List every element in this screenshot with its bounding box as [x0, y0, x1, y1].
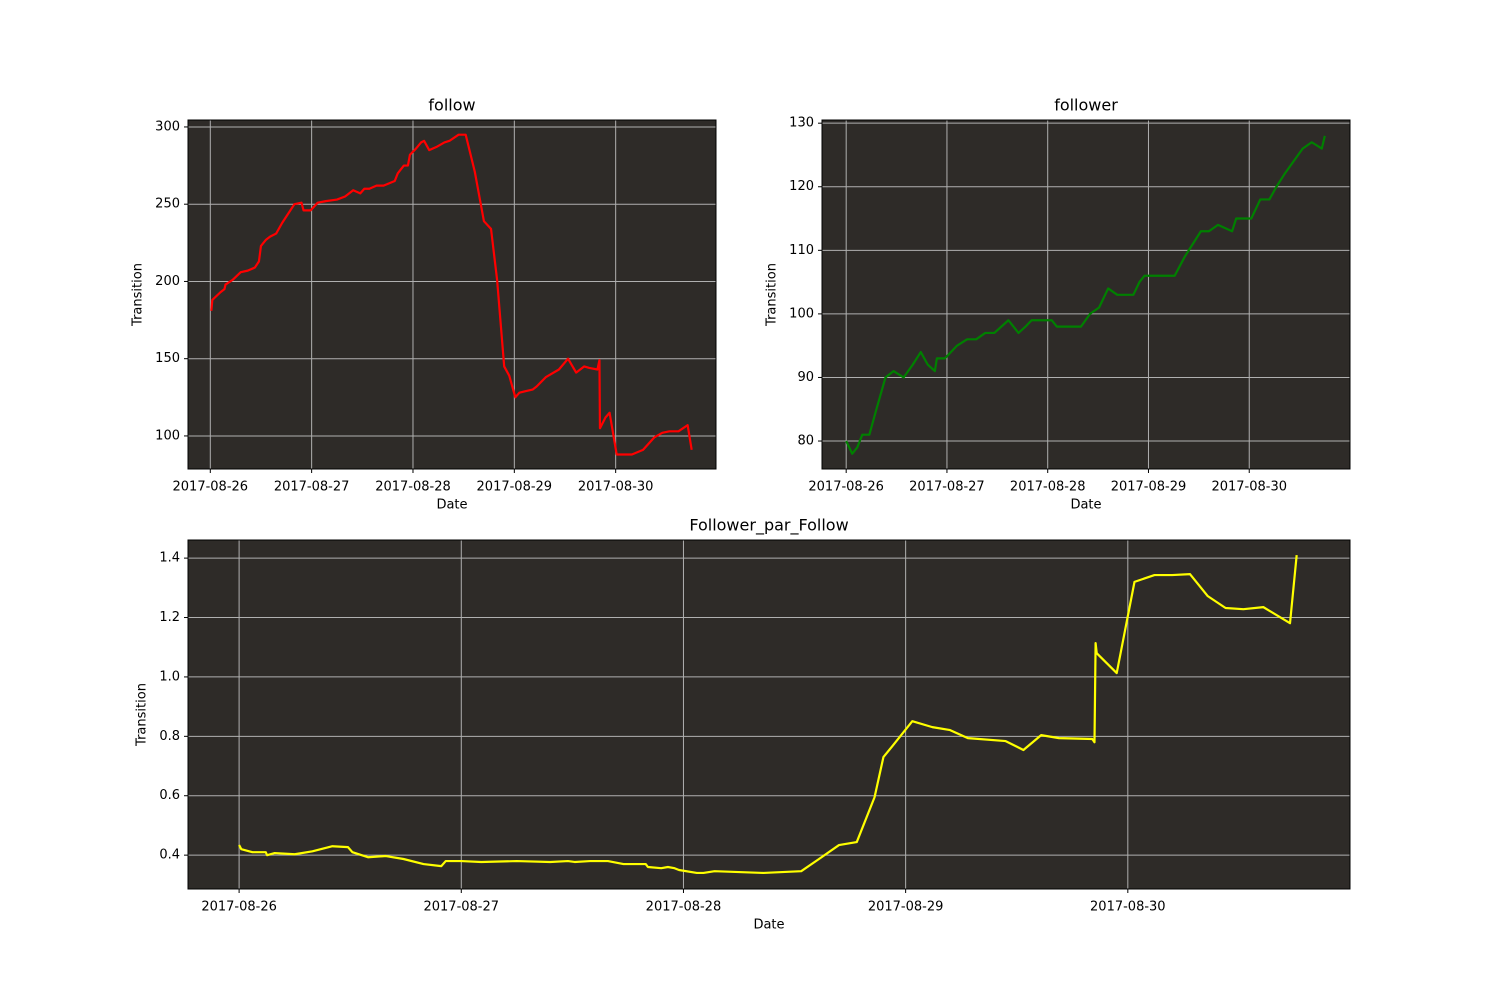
- y-tick-label: 120: [789, 179, 814, 194]
- y-tick-label: 250: [155, 197, 180, 212]
- y-tick-label: 150: [155, 351, 180, 366]
- y-tick-label: 1.2: [159, 610, 180, 625]
- x-tick-label: 2017-08-28: [375, 480, 451, 495]
- chart-title: follow: [428, 96, 475, 115]
- x-tick-label: 2017-08-28: [1010, 480, 1086, 495]
- plot-frame: [187, 539, 1351, 890]
- y-tick-label: 90: [797, 370, 814, 385]
- data-line: [210, 133, 693, 456]
- y-tick-label: 110: [789, 243, 814, 258]
- x-axis-label: Date: [436, 498, 467, 513]
- y-tick-label: 130: [789, 116, 814, 131]
- x-tick-label: 2017-08-28: [646, 900, 722, 915]
- y-tick-label: 0.6: [159, 788, 180, 803]
- chart-title: follower: [1054, 96, 1118, 115]
- y-axis-label: Transition: [131, 263, 146, 327]
- x-axis-label: Date: [1070, 498, 1101, 513]
- y-tick-label: 100: [789, 306, 814, 321]
- x-tick-label: 2017-08-26: [173, 480, 249, 495]
- x-tick-label: 2017-08-27: [423, 900, 499, 915]
- y-tick-label: 200: [155, 274, 180, 289]
- y-tick-label: 1.4: [159, 551, 180, 566]
- x-tick-label: 2017-08-30: [1211, 480, 1287, 495]
- plot-frame: [821, 119, 1351, 470]
- y-tick-label: 80: [797, 434, 814, 449]
- y-axis-label: Transition: [765, 263, 780, 327]
- x-tick-label: 2017-08-30: [578, 480, 654, 495]
- y-tick-label: 0.4: [159, 848, 180, 863]
- plot-frame: [187, 119, 717, 470]
- data-line: [845, 135, 1326, 455]
- x-tick-label: 2017-08-26: [201, 900, 277, 915]
- plot-area: [188, 540, 1350, 889]
- chart-title: Follower_par_Follow: [689, 516, 848, 536]
- data-line: [238, 555, 1298, 875]
- x-tick-label: 2017-08-27: [909, 480, 985, 495]
- x-tick-label: 2017-08-30: [1090, 900, 1166, 915]
- y-tick-label: 300: [155, 119, 180, 134]
- y-tick-label: 0.8: [159, 729, 180, 744]
- x-tick-label: 2017-08-29: [1111, 480, 1187, 495]
- y-axis-label: Transition: [135, 683, 150, 747]
- y-tick-label: 1.0: [159, 669, 180, 684]
- plot-area: [188, 120, 716, 469]
- x-tick-label: 2017-08-27: [274, 480, 350, 495]
- plot-area: [822, 120, 1350, 469]
- x-tick-label: 2017-08-29: [477, 480, 553, 495]
- x-axis-label: Date: [753, 918, 784, 933]
- y-tick-label: 100: [155, 428, 180, 443]
- x-tick-label: 2017-08-29: [868, 900, 944, 915]
- x-tick-label: 2017-08-26: [808, 480, 884, 495]
